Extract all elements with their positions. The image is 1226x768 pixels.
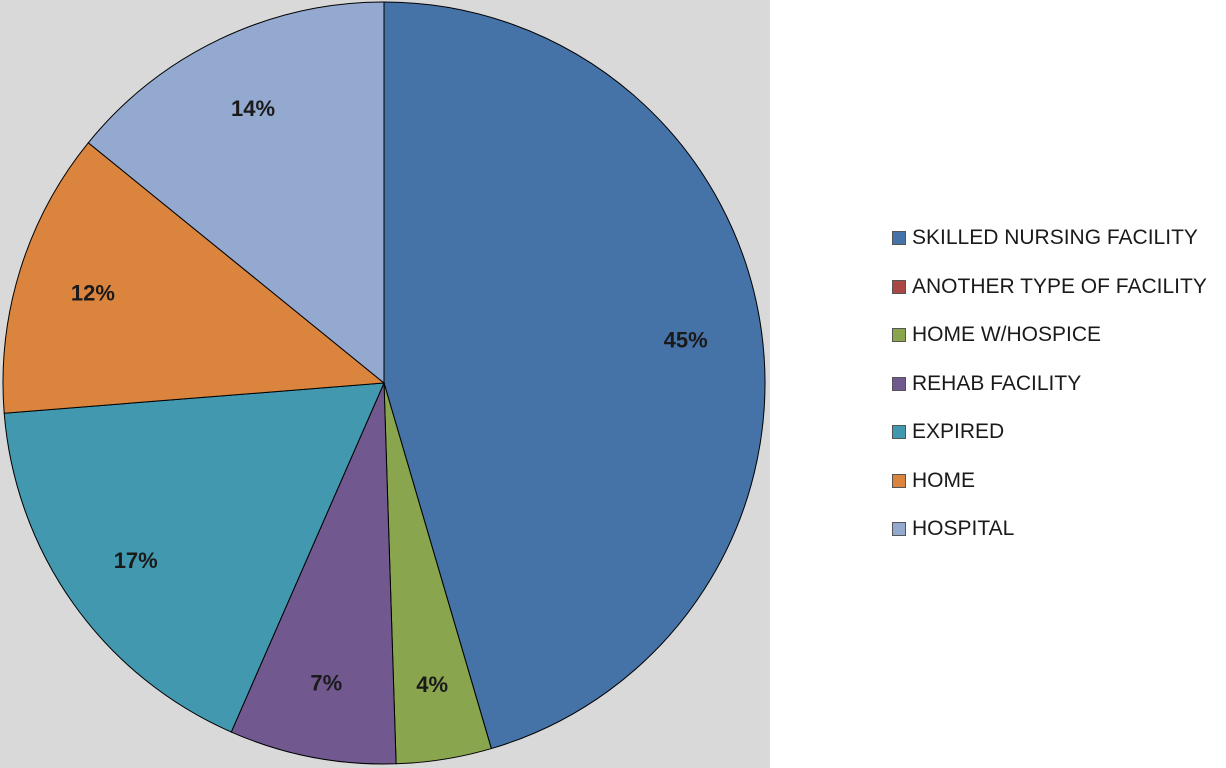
legend-label: SKILLED NURSING FACILITY [912, 226, 1198, 250]
slice-label: 12% [71, 280, 115, 305]
legend-item: SKILLED NURSING FACILITY [892, 214, 1207, 263]
legend-swatch [892, 231, 906, 246]
legend-label: HOME W/HOSPICE [912, 323, 1102, 347]
legend-label: ANOTHER TYPE OF FACILITY [912, 274, 1207, 298]
pie-slice [2, 142, 386, 414]
pie-slice [383, 1, 766, 750]
legend-swatch [892, 279, 906, 294]
legend-label: HOSPITAL [912, 517, 1015, 541]
legend-swatch [892, 473, 906, 488]
legend-label: HOME [912, 468, 975, 492]
legend-item: EXPIRED [892, 408, 1207, 457]
legend-item: ANOTHER TYPE OF FACILITY [892, 263, 1207, 312]
legend-item: REHAB FACILITY [892, 360, 1207, 409]
pie-slice [3, 382, 385, 733]
legend: SKILLED NURSING FACILITY ANOTHER TYPE OF … [892, 214, 1207, 554]
slice-label: 4% [416, 672, 448, 697]
legend-item: HOME W/HOSPICE [892, 311, 1207, 360]
chart-area: 45% 4% 7% 17% 12% 14% [0, 0, 770, 768]
slice-label: 17% [114, 548, 158, 573]
slice-label: 7% [310, 670, 342, 695]
slice-label: 45% [664, 328, 708, 353]
legend-swatch [892, 328, 906, 343]
legend-swatch [892, 522, 906, 537]
pie-slice [230, 382, 397, 765]
pie-slice [87, 1, 385, 385]
legend-swatch [892, 425, 906, 440]
legend-label: EXPIRED [912, 420, 1005, 444]
pie-chart: 45% 4% 7% 17% 12% 14% [2, 1, 766, 765]
legend-item: HOSPITAL [892, 505, 1207, 554]
legend-swatch [892, 376, 906, 391]
slice-label: 14% [231, 96, 275, 121]
legend-item: HOME [892, 457, 1207, 506]
legend-label: REHAB FACILITY [912, 371, 1082, 395]
